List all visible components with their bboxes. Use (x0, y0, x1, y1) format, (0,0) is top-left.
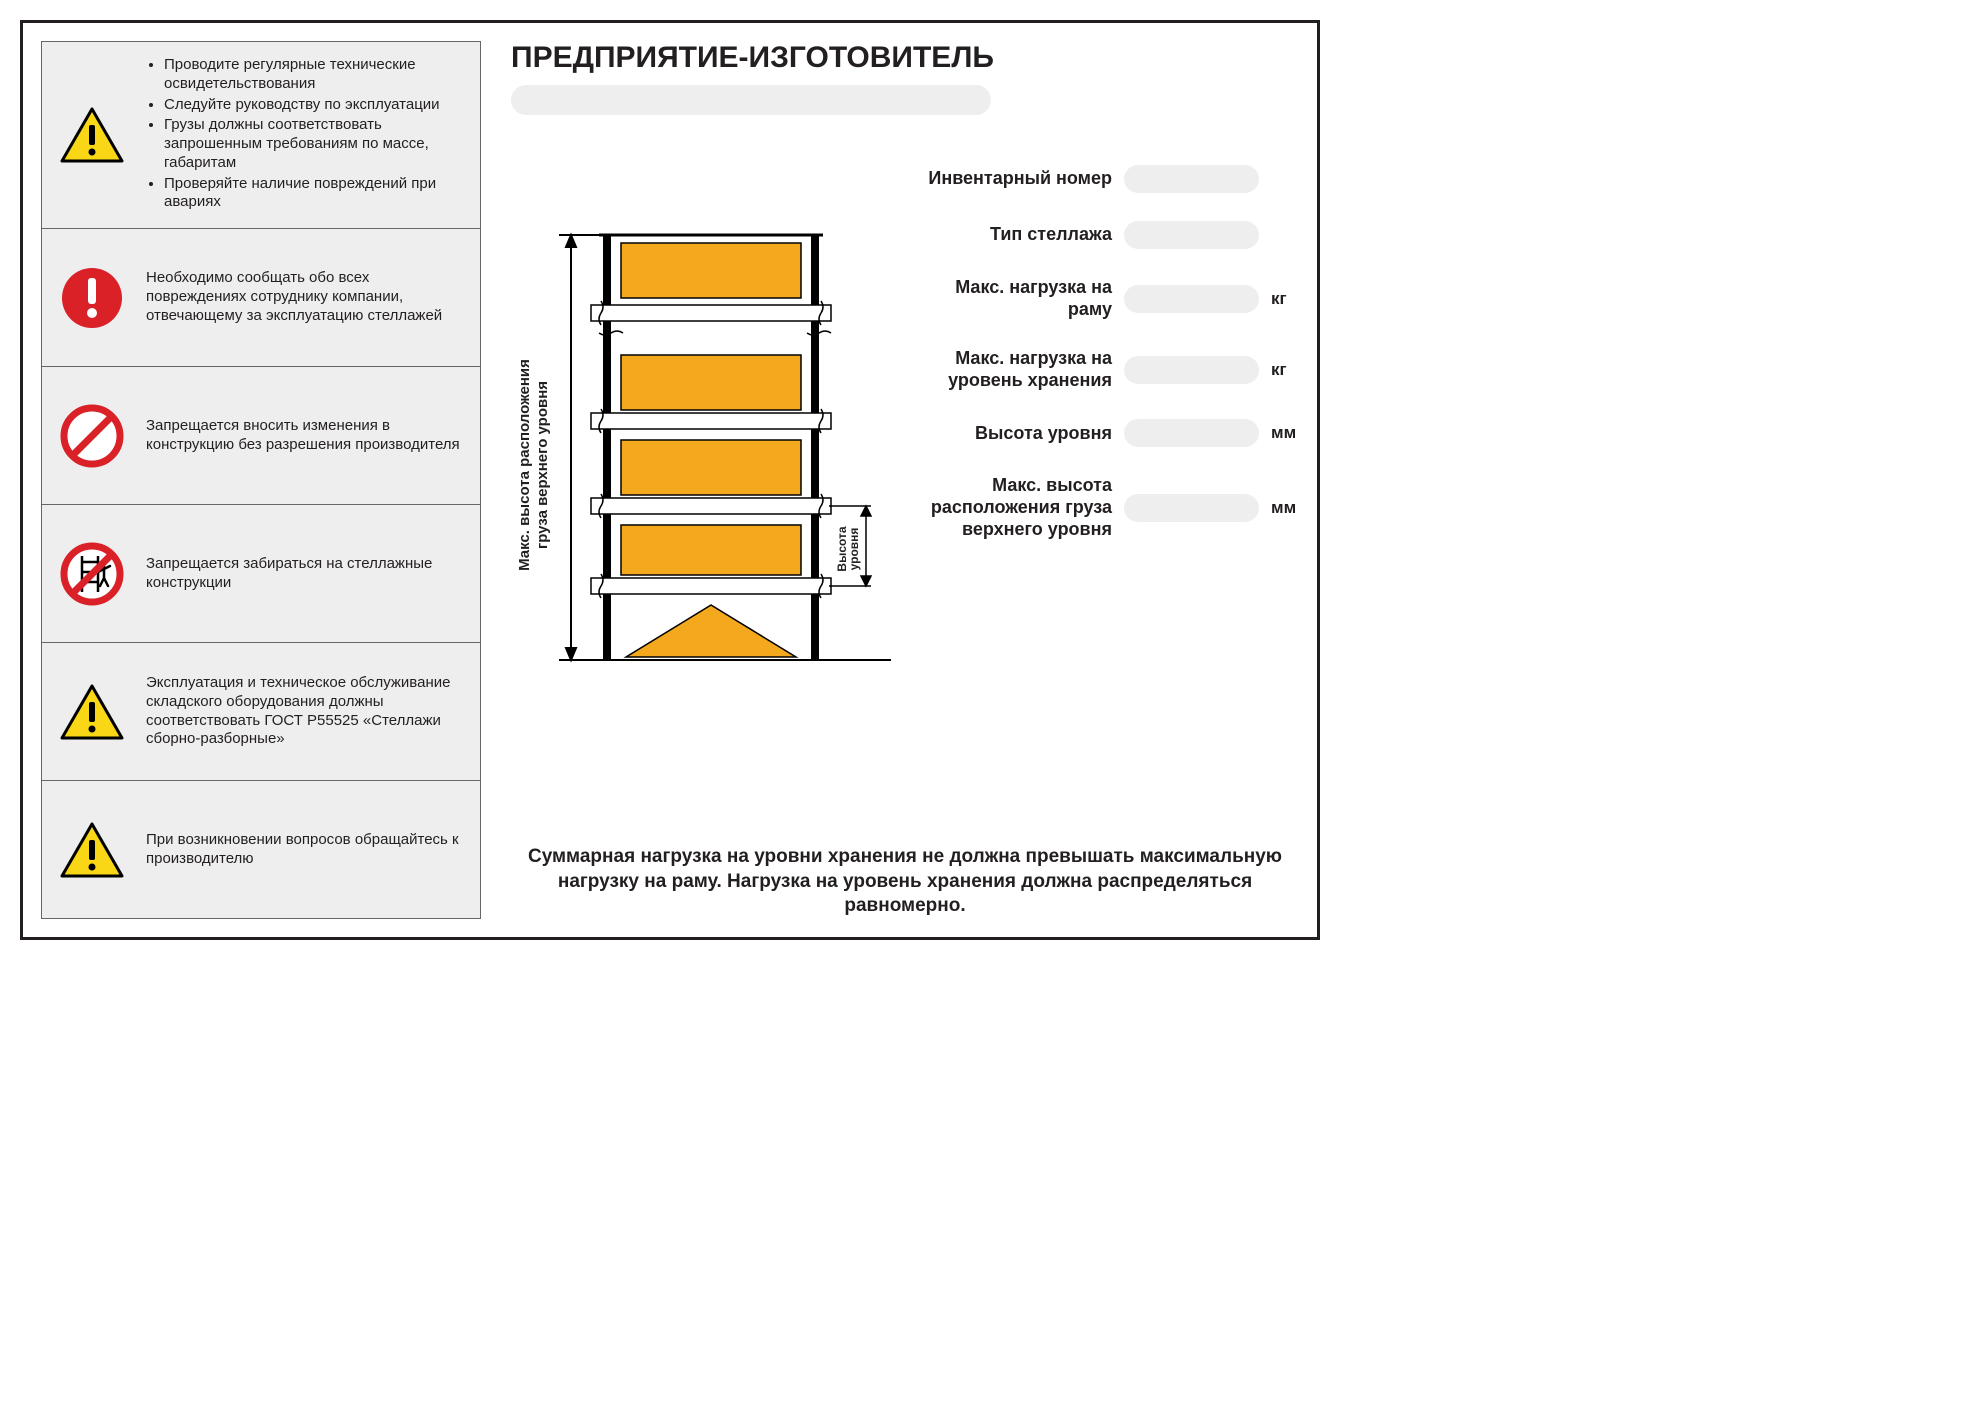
field-blank (1124, 419, 1259, 447)
prohibition-icon (56, 404, 128, 468)
rule-text: Проводите регулярные технические освидет… (146, 56, 464, 214)
manufacturer-title: ПРЕДПРИЯТИЕ-ИЗГОТОВИТЕЛЬ (511, 41, 1299, 75)
warning-icon (56, 107, 128, 163)
field-blank (1124, 494, 1259, 522)
middle-section: Макс. высота расположения груза верхнего… (511, 155, 1299, 815)
rack-diagram: Макс. высота расположения груза верхнего… (511, 155, 891, 815)
manufacturer-blank (511, 85, 991, 115)
field-blank (1124, 165, 1259, 193)
field-row: Макс. высота расположения груза верхнего… (911, 475, 1299, 540)
rule-row: Необходимо сообщать обо всех повреждения… (42, 229, 480, 367)
field-row: Макс. нагрузка на уровень хранения кг (911, 348, 1299, 391)
warning-icon (56, 684, 128, 740)
rule-row: При возникновении вопросов обращайтесь к… (42, 781, 480, 918)
no-climb-icon (56, 542, 128, 606)
rule-row: Запрещается забираться на стеллажные кон… (42, 505, 480, 643)
mandatory-icon (56, 266, 128, 330)
field-label: Макс. нагрузка на раму (911, 277, 1112, 320)
svg-text:уровня: уровня (847, 528, 861, 571)
field-unit: мм (1271, 423, 1299, 443)
field-row: Высота уровня мм (911, 419, 1299, 447)
info-panel: ПРЕДПРИЯТИЕ-ИЗГОТОВИТЕЛЬ Макс. высота ра… (511, 41, 1299, 919)
field-unit: мм (1271, 498, 1299, 518)
rule-text: Запрещается забираться на стеллажные кон… (146, 555, 464, 593)
field-unit: кг (1271, 289, 1299, 309)
safety-poster: Проводите регулярные технические освидет… (20, 20, 1320, 940)
footer-note: Суммарная нагрузка на уровни хранения не… (511, 845, 1299, 919)
rule-text: Запрещается вносить изменения в конструк… (146, 417, 464, 455)
warning-icon (56, 822, 128, 878)
field-blank (1124, 356, 1259, 384)
rule-text: При возникновении вопросов обращайтесь к… (146, 831, 464, 869)
field-blank (1124, 285, 1259, 313)
field-row: Тип стеллажа (911, 221, 1299, 249)
field-label: Макс. нагрузка на уровень хранения (911, 348, 1112, 391)
field-unit: кг (1271, 360, 1299, 380)
rule-row: Запрещается вносить изменения в конструк… (42, 367, 480, 505)
field-label: Тип стеллажа (911, 224, 1112, 246)
rule-row: Проводите регулярные технические освидет… (42, 42, 480, 229)
rule-text: Необходимо сообщать обо всех повреждения… (146, 269, 464, 325)
safety-rules-panel: Проводите регулярные технические освидет… (41, 41, 481, 919)
rule-text: Эксплуатация и техническое обслуживание … (146, 674, 464, 749)
spec-fields: Инвентарный номер Тип стеллажа Макс. наг… (911, 155, 1299, 815)
rule-row: Эксплуатация и техническое обслуживание … (42, 643, 480, 781)
field-row: Макс. нагрузка на раму кг (911, 277, 1299, 320)
svg-text:груза верхнего уровня: груза верхнего уровня (534, 381, 551, 549)
diagram-max-height-label: Макс. высота расположения (516, 359, 533, 571)
field-label: Инвентарный номер (911, 168, 1112, 190)
field-label: Макс. высота расположения груза верхнего… (911, 475, 1112, 540)
field-blank (1124, 221, 1259, 249)
field-row: Инвентарный номер (911, 165, 1299, 193)
field-label: Высота уровня (911, 423, 1112, 445)
